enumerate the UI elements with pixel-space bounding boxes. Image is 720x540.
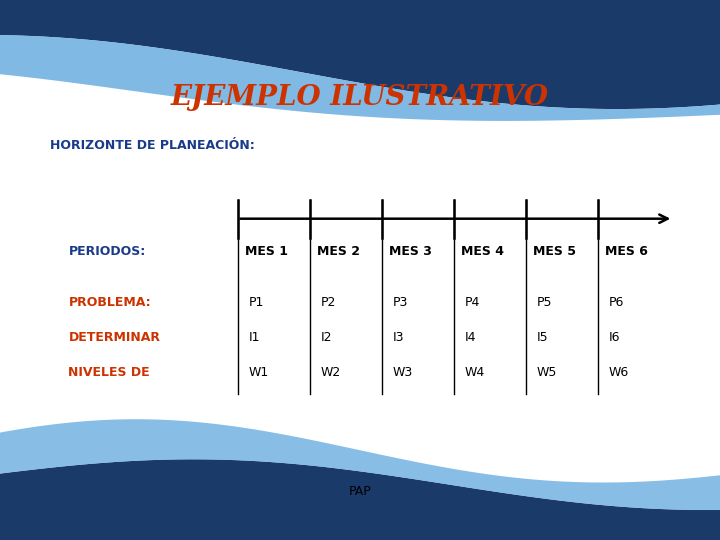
Text: MES 6: MES 6	[605, 245, 648, 258]
Polygon shape	[0, 419, 720, 510]
Text: P4: P4	[464, 296, 480, 309]
Text: EJEMPLO ILUSTRATIVO: EJEMPLO ILUSTRATIVO	[171, 84, 549, 111]
Text: PROBLEMA:: PROBLEMA:	[68, 296, 151, 309]
Text: W4: W4	[464, 366, 485, 379]
Text: PAP: PAP	[348, 485, 372, 498]
Text: I6: I6	[608, 331, 620, 344]
Text: I2: I2	[320, 331, 332, 344]
Text: P3: P3	[392, 296, 408, 309]
Text: I3: I3	[392, 331, 404, 344]
Text: W6: W6	[608, 366, 629, 379]
Text: I5: I5	[536, 331, 548, 344]
Text: PERIODOS:: PERIODOS:	[68, 245, 145, 258]
Text: W5: W5	[536, 366, 557, 379]
Text: DETERMINAR: DETERMINAR	[68, 331, 161, 344]
Text: MES 1: MES 1	[245, 245, 288, 258]
Text: P5: P5	[536, 296, 552, 309]
Text: W3: W3	[392, 366, 413, 379]
Text: NIVELES DE: NIVELES DE	[68, 366, 150, 379]
Text: MES 4: MES 4	[461, 245, 504, 258]
Text: I4: I4	[464, 331, 476, 344]
Text: HORIZONTE DE PLANEACIÓN:: HORIZONTE DE PLANEACIÓN:	[50, 139, 255, 152]
Text: MES 2: MES 2	[317, 245, 360, 258]
Text: W2: W2	[320, 366, 341, 379]
Polygon shape	[0, 35, 720, 121]
Text: I1: I1	[248, 331, 260, 344]
Text: P2: P2	[320, 296, 336, 309]
Text: MES 5: MES 5	[533, 245, 576, 258]
Polygon shape	[0, 0, 720, 109]
Polygon shape	[0, 460, 720, 540]
Text: P1: P1	[248, 296, 264, 309]
Text: W1: W1	[248, 366, 269, 379]
Text: MES 3: MES 3	[389, 245, 432, 258]
Text: P6: P6	[608, 296, 624, 309]
